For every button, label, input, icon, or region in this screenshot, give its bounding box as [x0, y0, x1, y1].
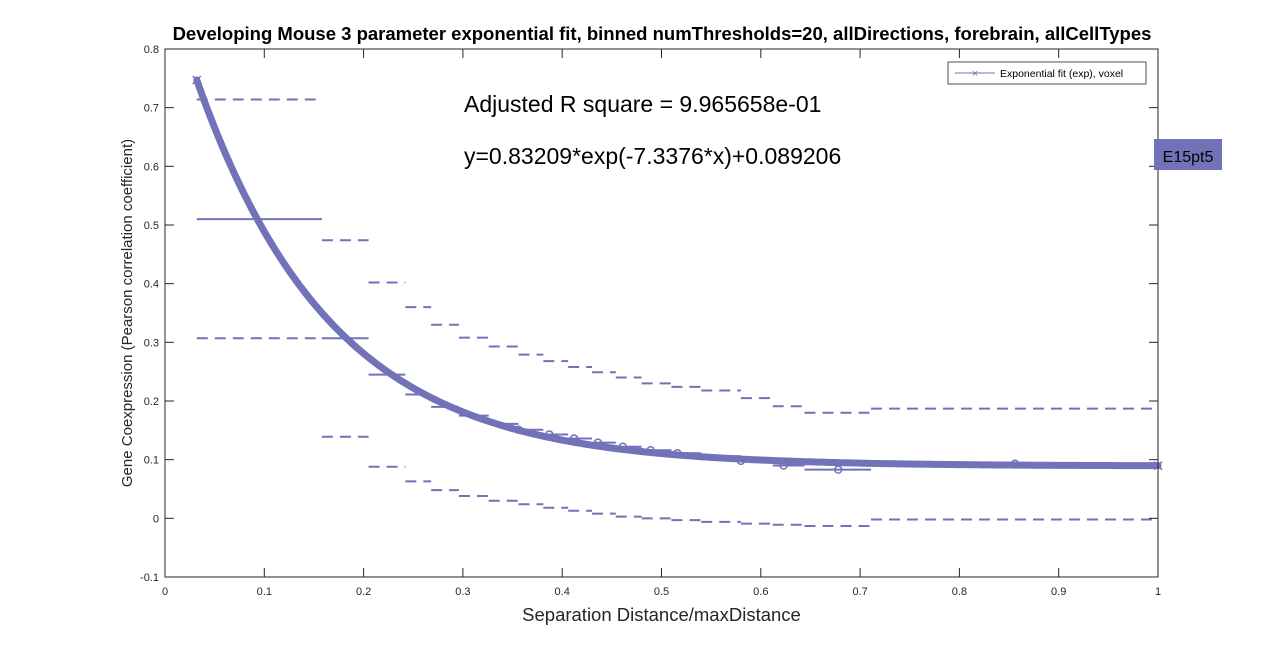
bin-center-point-2	[569, 434, 579, 443]
condition-tag-box	[1154, 139, 1222, 170]
bin-center-point-3	[593, 438, 603, 447]
y-axis-label: Gene Coexpression (Pearson correlation c…	[119, 139, 136, 487]
y-tick-label-1: 0	[153, 513, 159, 525]
x-tick-label-2: 0.2	[356, 586, 371, 598]
x-tick-label-10: 1	[1155, 586, 1161, 598]
x-tick-label-7: 0.7	[852, 586, 867, 598]
r-square-annotation: Adjusted R square = 9.965658e-01	[464, 91, 821, 117]
bin-center-point-7	[736, 456, 746, 466]
y-tick-label-2: 0.1	[144, 455, 159, 467]
condition-tag: E15pt5	[1154, 139, 1222, 170]
equation-annotation: y=0.83209*exp(-7.3376*x)+0.089206	[464, 143, 841, 169]
y-tick-label-7: 0.6	[144, 161, 159, 173]
x-tick-label-3: 0.3	[455, 586, 470, 598]
x-tick-label-6: 0.6	[753, 586, 768, 598]
bin-center-point-10	[1010, 459, 1020, 469]
bin-center-point-8	[779, 461, 788, 470]
legend: × Exponential fit (exp), voxel	[947, 61, 1147, 85]
x-tick-label-0: 0	[162, 586, 168, 598]
legend-entry-label: Exponential fit (exp), voxel	[1000, 68, 1123, 80]
axis-ticks: 0 0.1 0.2 0.3 0.4 0.5 0.6 0.7 0.8 0.9 1-0.100.10.2…	[140, 44, 1161, 598]
x-axis-label: Separation Distance/maxDistance	[522, 604, 801, 625]
plot-data	[192, 75, 1163, 527]
x-tick-label-4: 0.4	[555, 586, 570, 598]
bin-center-point-4	[618, 442, 628, 452]
fit-curve	[193, 76, 1162, 470]
y-tick-label-4: 0.3	[144, 337, 159, 349]
legend-box	[947, 61, 1147, 85]
chart-title: Developing Mouse 3 parameter exponential…	[173, 23, 1152, 44]
y-tick-label-3: 0.2	[144, 396, 159, 408]
x-tick-label-8: 0.8	[952, 586, 967, 598]
y-tick-label-5: 0.4	[144, 279, 159, 291]
x-tick-label-5: 0.5	[654, 586, 669, 598]
bin-center-point-1	[545, 430, 554, 439]
bin-center-point-6	[673, 448, 682, 458]
bin-center-point-5	[646, 446, 655, 455]
bin-center-point-9	[834, 465, 843, 474]
y-tick-label-0: -0.1	[140, 572, 159, 584]
x-tick-label-1: 0.1	[257, 586, 272, 598]
y-tick-label-8: 0.7	[144, 103, 159, 115]
y-tick-label-9: 0.8	[144, 44, 159, 56]
y-tick-label-6: 0.5	[144, 220, 159, 232]
condition-tag-label: E15pt5	[1163, 149, 1214, 166]
legend-marker-x: ×	[972, 68, 978, 80]
bin-center-point-0	[514, 425, 523, 434]
x-tick-label-9: 0.9	[1051, 586, 1066, 598]
fit-endpoint-marker-0	[192, 75, 202, 85]
